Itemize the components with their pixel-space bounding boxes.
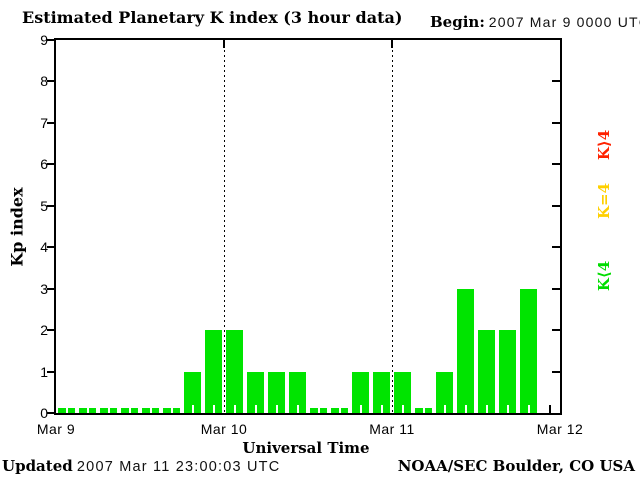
baseline-tick-notch — [528, 405, 530, 413]
kp-bar — [184, 372, 201, 413]
y-axis-tick — [47, 80, 56, 82]
baseline-tick-notch — [192, 405, 194, 413]
x-tick-label: Mar 10 — [200, 421, 248, 437]
kp-bar — [268, 372, 285, 413]
y-axis-tick — [47, 122, 56, 124]
begin-label: Begin: — [430, 13, 485, 31]
y-axis-tick-right — [552, 329, 560, 331]
y-tick-label: 9 — [40, 32, 48, 48]
x-tick-label: Mar 12 — [536, 421, 584, 437]
y-axis-tick — [47, 329, 56, 331]
begin-value: 2007 Mar 9 0000 UTC — [488, 14, 640, 30]
y-axis-tick-right — [552, 288, 560, 290]
y-axis-tick-right — [552, 205, 560, 207]
x-axis-title: Universal Time — [242, 439, 370, 457]
y-axis-tick — [47, 163, 56, 165]
day-boundary-dotted-line — [224, 40, 225, 413]
baseline-tick-notch — [360, 405, 362, 413]
baseline-tick-notch — [507, 405, 509, 413]
chart-title: Estimated Planetary K index (3 hour data… — [22, 8, 403, 27]
baseline-tick-notch — [444, 405, 446, 413]
baseline-tick-notch — [276, 405, 278, 413]
credit-text: NOAA/SEC Boulder, CO USA — [397, 457, 635, 475]
y-axis-title: Kp index — [7, 187, 27, 267]
x-tick-label: Mar 9 — [36, 421, 76, 437]
kp-bar — [247, 372, 264, 413]
kp-bar — [499, 330, 516, 413]
kp-bar — [373, 372, 390, 413]
y-axis-tick — [47, 371, 56, 373]
y-axis-tick-right — [552, 80, 560, 82]
day-boundary-dotted-line — [392, 40, 393, 413]
baseline-tick-notch — [234, 405, 236, 413]
x-tick-label: Mar 11 — [369, 421, 415, 437]
kp-bar — [226, 330, 243, 413]
y-axis-tick — [47, 246, 56, 248]
legend-k-above-4: K⟩4 — [595, 129, 613, 161]
baseline-tick-notch — [339, 405, 341, 413]
begin-line: Begin: 2007 Mar 9 0000 UTC — [430, 13, 640, 31]
top-axis-tick — [391, 40, 393, 48]
baseline-tick-notch — [255, 405, 257, 413]
y-axis-tick-right — [552, 122, 560, 124]
baseline-tick-notch — [213, 405, 215, 413]
updated-label: Updated — [2, 457, 73, 475]
top-axis-tick — [223, 40, 225, 48]
legend-k-equal-4: K=4 — [595, 182, 613, 220]
baseline-tick-notch — [423, 405, 425, 413]
kp-bar — [352, 372, 369, 413]
y-tick-label: 7 — [40, 115, 48, 131]
updated-value: 2007 Mar 11 23:00:03 UTC — [76, 459, 281, 475]
y-axis-tick — [47, 39, 56, 41]
kp-bar — [205, 330, 222, 413]
y-axis-tick-right — [552, 163, 560, 165]
baseline-tick-notch — [108, 405, 110, 413]
kp-bar — [520, 289, 537, 413]
kp-bar — [436, 372, 453, 413]
kp-bar — [394, 372, 411, 413]
baseline-tick-notch — [486, 405, 488, 413]
y-tick-label: 1 — [40, 364, 48, 380]
baseline-tick-notch — [150, 405, 152, 413]
baseline-tick-notch — [381, 405, 383, 413]
y-axis-tick-right — [552, 246, 560, 248]
baseline-tick-notch — [297, 405, 299, 413]
y-axis-tick — [47, 205, 56, 207]
y-tick-label: 8 — [40, 73, 48, 89]
y-axis-tick-right — [552, 371, 560, 373]
y-tick-label: 0 — [40, 405, 48, 421]
y-tick-label: 6 — [40, 156, 48, 172]
y-tick-label: 5 — [40, 198, 48, 214]
kp-bar — [478, 330, 495, 413]
y-tick-label: 2 — [40, 322, 48, 338]
baseline-tick-notch — [87, 405, 89, 413]
kp-bar — [289, 372, 306, 413]
baseline-tick-notch — [129, 405, 131, 413]
y-axis-tick — [47, 288, 56, 290]
updated-timestamp: Updated 2007 Mar 11 23:00:03 UTC — [2, 457, 280, 475]
baseline-tick-notch — [402, 405, 404, 413]
baseline-tick-notch — [171, 405, 173, 413]
kp-bar — [457, 289, 474, 413]
baseline-tick-notch — [318, 405, 320, 413]
plot-area — [54, 38, 562, 415]
legend-k-below-4: K⟨4 — [595, 260, 613, 292]
baseline-tick-notch — [465, 405, 467, 413]
y-axis-tick — [47, 412, 56, 414]
baseline-tick-notch — [66, 405, 68, 413]
baseline-tick — [549, 405, 551, 413]
y-tick-label: 4 — [40, 239, 48, 255]
y-tick-label: 3 — [40, 281, 48, 297]
